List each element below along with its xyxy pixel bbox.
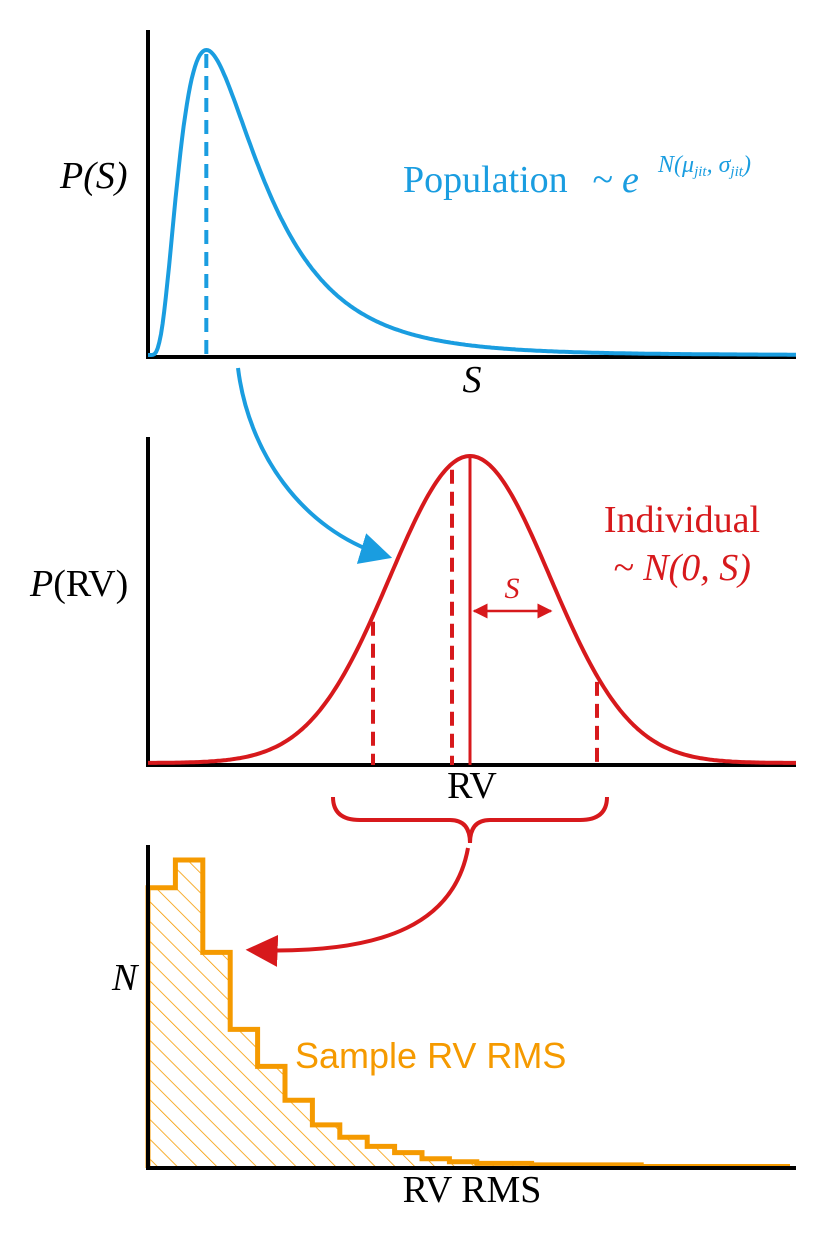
population-xlabel: S bbox=[463, 359, 482, 401]
panel-population: P(S) S Population ~ e N(μjit, σjit) bbox=[59, 30, 796, 401]
sample-histogram-outline bbox=[145, 857, 790, 1169]
population-annotation-label: Population bbox=[403, 159, 568, 201]
panel-individual: S P(RV) RV Individual ~ N(0, S) bbox=[29, 437, 796, 807]
individual-ylabel: P(RV) bbox=[29, 563, 128, 605]
sample-axes bbox=[146, 845, 796, 1170]
sample-xlabel: RV RMS bbox=[403, 1169, 542, 1211]
individual-xlabel: RV bbox=[447, 765, 497, 807]
individual-annotation-label: Individual bbox=[604, 499, 760, 541]
population-formula-exponent: N(μjit, σjit) bbox=[657, 152, 751, 180]
sample-ylabel: N bbox=[111, 957, 140, 999]
individual-axes bbox=[146, 437, 796, 767]
individual-width-label: S bbox=[505, 572, 520, 605]
sample-histogram-fill bbox=[148, 860, 790, 1168]
population-to-individual-arrow bbox=[236, 367, 393, 564]
sample-annotation-label: Sample RV RMS bbox=[295, 1035, 566, 1076]
individual-annotation-formula: ~ N(0, S) bbox=[613, 547, 751, 589]
individual-to-sample-arrow bbox=[245, 847, 470, 967]
population-annotation-formula: ~ e N(μjit, σjit) bbox=[592, 152, 751, 201]
individual-gaussian-curve bbox=[148, 453, 796, 765]
population-curve bbox=[148, 47, 796, 357]
individual-draw-lines bbox=[371, 469, 599, 765]
population-formula-base: ~ e bbox=[592, 159, 639, 201]
population-ylabel: P(S) bbox=[59, 155, 128, 197]
individual-brace bbox=[331, 796, 609, 844]
panel-sample: N RV RMS Sample RV RMS bbox=[111, 845, 796, 1211]
